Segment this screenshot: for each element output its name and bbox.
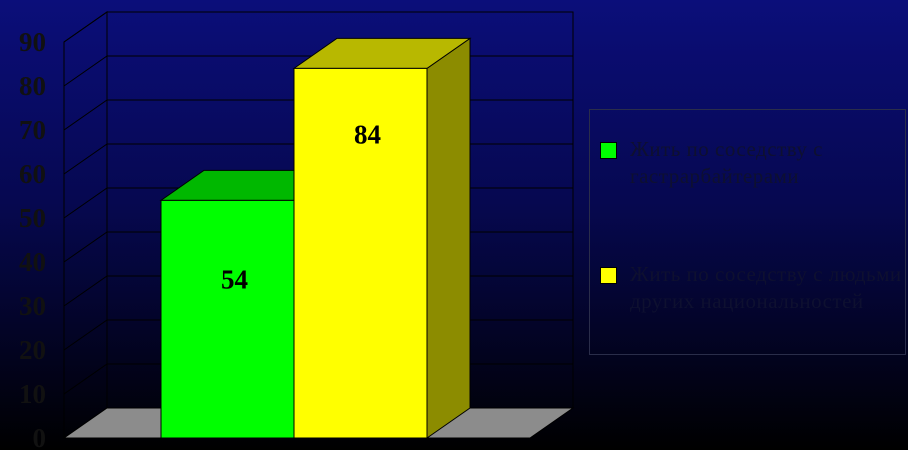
y-axis-ticks: 0 10 20 30 40 50 60 70 80 90 (19, 27, 46, 450)
y-tick-label: 0 (33, 423, 47, 450)
legend-swatch-yellow (600, 267, 617, 284)
gridline (63, 11, 573, 43)
y-tick-label: 90 (19, 27, 46, 57)
data-label-1: 54 (221, 264, 248, 294)
bar-side-face (426, 37, 471, 439)
y-tick-label: 20 (19, 335, 46, 365)
y-tick-label: 70 (19, 115, 46, 145)
y-tick-label: 40 (19, 247, 46, 277)
y-tick-label: 50 (19, 203, 46, 233)
data-labels: 54 84 (221, 119, 381, 294)
data-label-2: 84 (354, 119, 381, 149)
y-tick-label: 30 (19, 291, 46, 321)
y-tick-label: 10 (19, 379, 46, 409)
bar-2 (292, 37, 472, 439)
bar-front-face (160, 199, 295, 439)
legend-swatch-green (600, 142, 617, 159)
y-tick-label: 80 (19, 71, 46, 101)
legend-label-series-2: Жить по соседству с людьми других национ… (630, 262, 902, 313)
side-wall (63, 11, 108, 439)
chart-bars (159, 37, 472, 439)
y-tick-label: 60 (19, 159, 46, 189)
chart-legend: Жить по соседству с гастрарбайтерами Жит… (589, 109, 906, 355)
bar-front-face (293, 67, 428, 439)
legend-label-series-1: Жить по соседству с гастрарбайтерами (630, 137, 823, 188)
